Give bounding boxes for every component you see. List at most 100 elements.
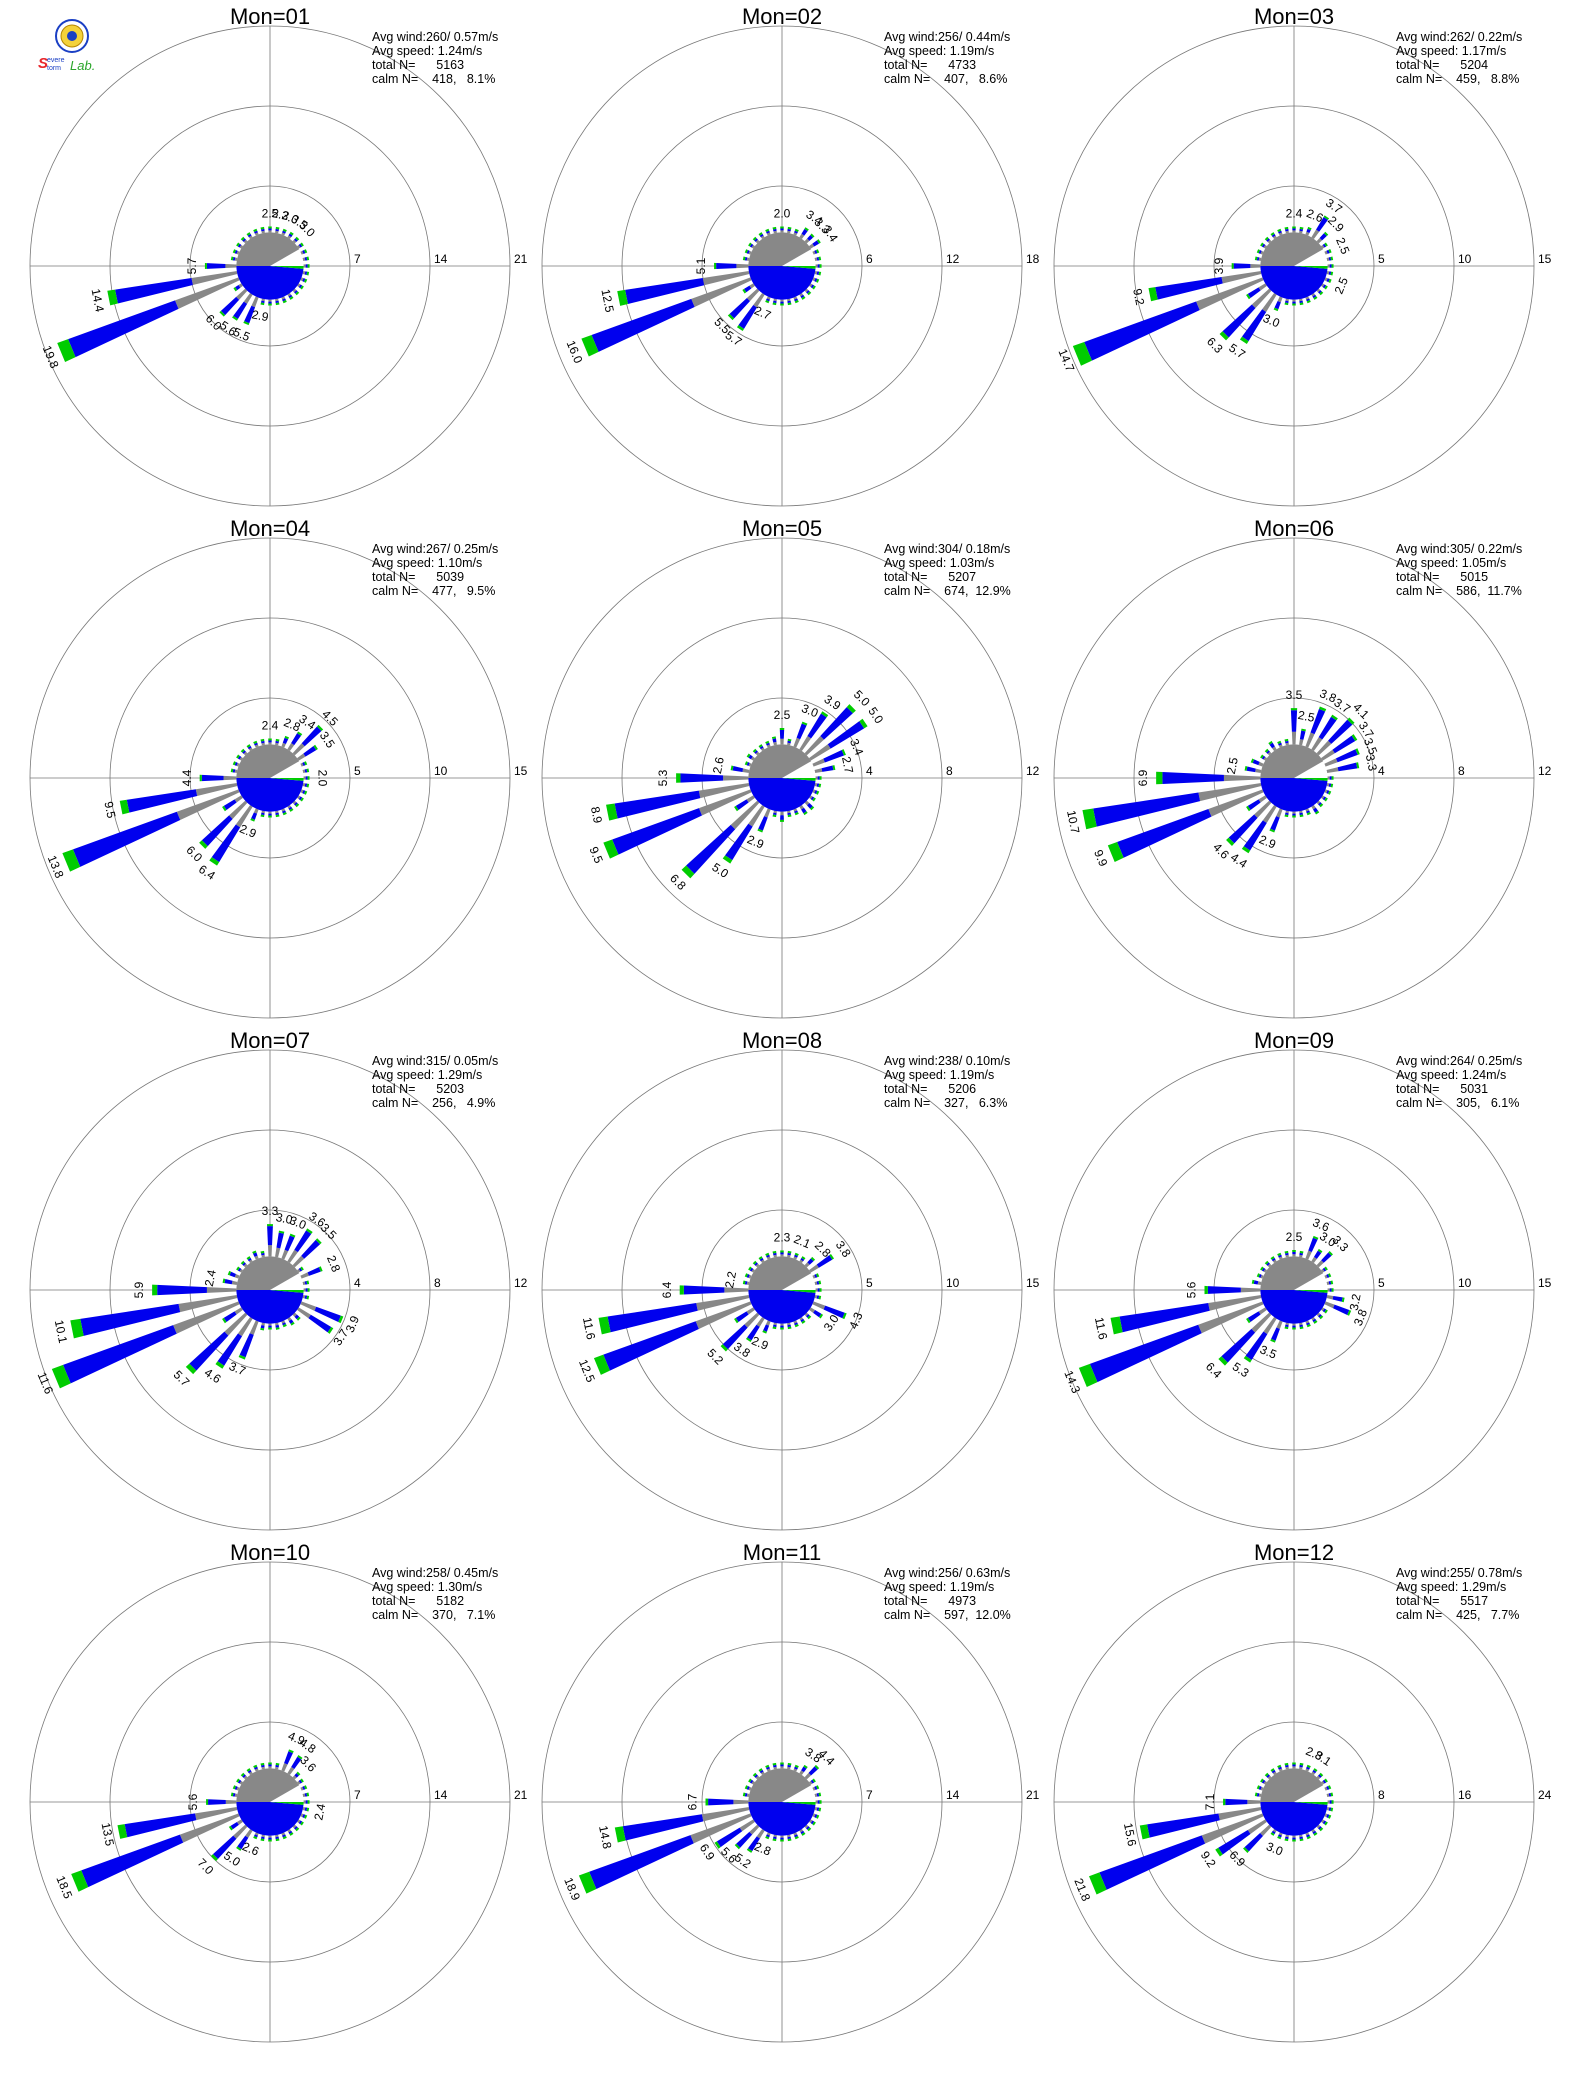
petal-mid (820, 707, 853, 740)
petal-mid (746, 1786, 750, 1790)
petal-mid (729, 298, 750, 319)
petal-mid (304, 1807, 308, 1812)
core-low-wedge (1260, 232, 1324, 266)
petal-value-label: 2.5 (1224, 756, 1241, 775)
petal-high (253, 1764, 258, 1768)
petal-high (1317, 1248, 1323, 1253)
petal-high (1270, 1768, 1275, 1772)
petal-high (1082, 808, 1097, 830)
petal-mid (1329, 1288, 1332, 1292)
petal-high (801, 296, 806, 300)
petal-mid (237, 243, 242, 248)
petal-value-label: 2.7 (839, 755, 856, 774)
ring-tick-label: 12 (514, 1276, 528, 1290)
wind-rose-panel: 6 12 18 16.0 12.5 5.1 5.5 5.7 2.7 2.0 3.4 3.3 3.4 Mon… (522, 4, 1042, 514)
petal-value-label: 9.5 (586, 845, 605, 866)
panel-title: Mon=09 (1253, 1028, 1335, 1053)
petal-high (260, 226, 265, 230)
petal-mid (821, 765, 834, 772)
petal-high (119, 799, 130, 815)
petal-low (1196, 271, 1279, 311)
petal-high (752, 748, 757, 753)
petal-mid (813, 1309, 822, 1318)
petal-high (1246, 293, 1251, 300)
core-mid-wedge (748, 1802, 816, 1836)
petal-high (246, 1768, 251, 1772)
petal-high (289, 231, 294, 236)
petal-mid (304, 768, 308, 773)
ring-tick-label: 7 (354, 1788, 361, 1802)
stat-avg-wind: Avg wind:260/ 0.57m/s (372, 30, 499, 44)
petal-mid (302, 1786, 306, 1790)
petal-value-label: 3.5 (1361, 736, 1380, 757)
petal-mid (794, 1322, 798, 1326)
petal-mid (772, 1764, 777, 1768)
stat-avg-wind: Avg wind:267/ 0.25m/s (372, 542, 499, 556)
petal-mid (1322, 1820, 1327, 1825)
petal-value-label: 5.3 (1230, 1359, 1252, 1380)
petal-high (752, 1772, 757, 1777)
petal-mid (810, 284, 815, 289)
petal-mid (1266, 1262, 1270, 1266)
petal-high (260, 814, 265, 818)
wind-rose-panel: 8 16 24 21.8 15.6 7.1 9.2 6.9 3.0 2.8 3.1 Mon=12 Avg… (1034, 1540, 1554, 2050)
petal-high (275, 814, 280, 818)
petal-mid (1306, 298, 1310, 302)
petal-high (300, 1821, 304, 1826)
core-low-wedge (1260, 1256, 1324, 1290)
petal-mid (80, 1303, 181, 1336)
petal-mid (1292, 228, 1296, 231)
petal-high (222, 805, 227, 812)
petal-high (268, 1839, 272, 1842)
petal-high (338, 1315, 344, 1324)
petal-mid (223, 799, 237, 811)
petal-high (199, 774, 202, 782)
petal-high (71, 1870, 89, 1892)
stat-calm: calm N= 459, 8.8% (1396, 72, 1520, 86)
petal-mid (1270, 816, 1280, 831)
panel-title: Mon=03 (1253, 4, 1335, 29)
petal-mid (810, 796, 815, 801)
stat-total: total N= 5015 (1396, 570, 1489, 584)
petal-mid (268, 1764, 272, 1767)
petal-mid (800, 294, 805, 299)
petal-mid (772, 1836, 777, 1840)
petal-mid (772, 812, 777, 816)
petal-mid (260, 1252, 265, 1256)
petal-mid (1261, 755, 1266, 760)
petal-high (1331, 714, 1338, 721)
petal-mid (275, 1324, 280, 1328)
petal-high (819, 1800, 822, 1804)
petal-mid (806, 1826, 810, 1830)
petal-mid (81, 1834, 184, 1888)
petal-mid (1155, 277, 1223, 300)
petal-high (1284, 226, 1289, 230)
petal-mid (1308, 1237, 1318, 1252)
petal-high (812, 1821, 816, 1826)
stat-total: total N= 5163 (372, 58, 465, 72)
core-mid-wedge (1260, 1802, 1328, 1836)
petal-mid (1243, 820, 1267, 851)
petal-high (818, 1295, 822, 1300)
petal-mid (247, 1769, 252, 1774)
petal-mid (1312, 1318, 1317, 1323)
petal-high (318, 1266, 323, 1272)
petal-mid (823, 750, 844, 763)
petal-high (1284, 1326, 1289, 1330)
petal-value-label: 6.4 (660, 1281, 674, 1298)
petal-mid (1256, 1792, 1260, 1797)
petal-high (1264, 748, 1269, 753)
petal-mid (302, 250, 306, 254)
petal-high (228, 1825, 233, 1831)
petal-high (758, 744, 763, 748)
petal-mid (282, 810, 286, 814)
petal-mid (288, 233, 293, 238)
petal-mid (233, 301, 248, 320)
petal-value-label: 11.6 (580, 1316, 598, 1341)
petal-mid (1306, 1766, 1310, 1770)
petal-high (730, 765, 734, 771)
petal-high (810, 806, 815, 811)
petal-high (1355, 748, 1360, 755)
petal-mid (807, 234, 814, 241)
